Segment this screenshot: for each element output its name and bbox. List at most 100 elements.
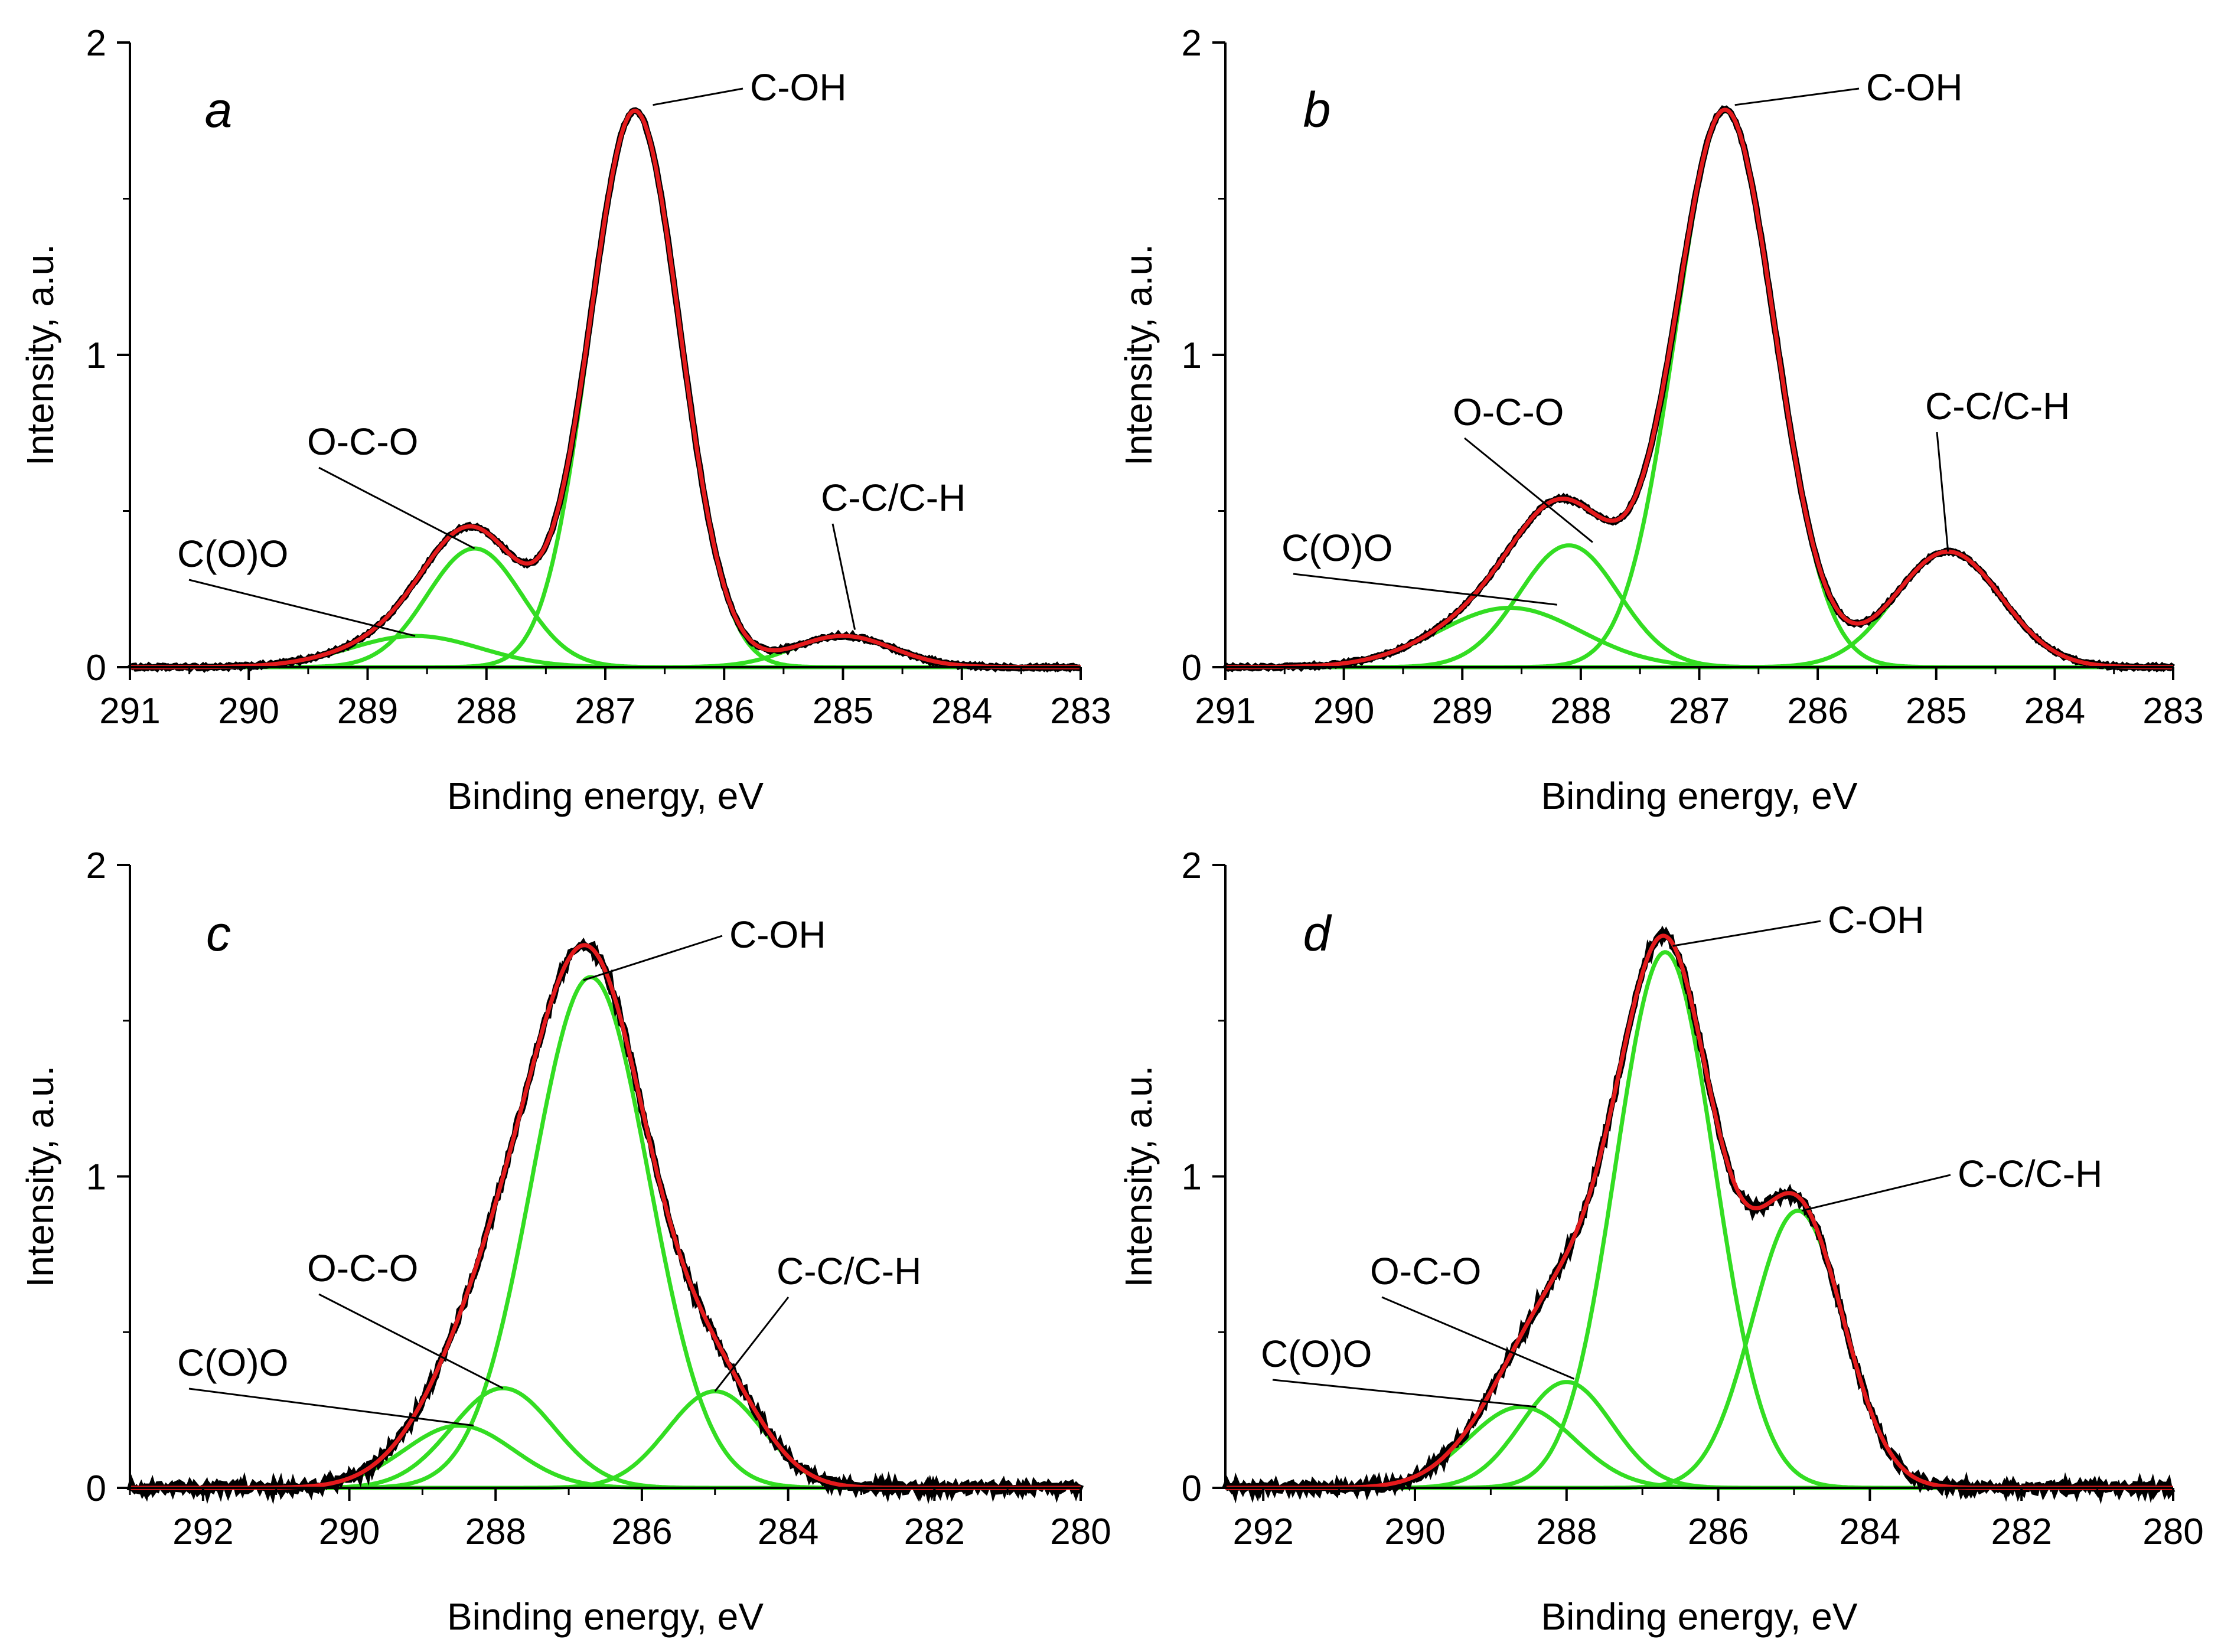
peak-label: C(O)O (177, 1341, 288, 1384)
y-tick-label: 1 (86, 335, 106, 376)
x-axis-title: Binding energy, eV (447, 775, 764, 817)
peak-leader-line (188, 579, 416, 637)
component-curve-c-oh (130, 975, 1081, 1490)
x-axis-title: Binding energy, eV (1541, 1595, 1857, 1638)
peak-label: O-C-O (1370, 1250, 1481, 1292)
envelope-curve (1225, 933, 2173, 1490)
peak-leader-line (583, 935, 723, 981)
x-tick-label: 285 (1906, 691, 1966, 732)
peak-label: C(O)O (1261, 1333, 1372, 1375)
experimental-curve (128, 107, 1082, 673)
peak-leader-line (318, 1293, 504, 1389)
y-tick-label: 1 (86, 1157, 106, 1198)
peak-label: O-C-O (307, 420, 418, 463)
x-tick-label: 282 (1991, 1511, 2052, 1552)
peak-leader-line (714, 1297, 790, 1392)
envelope-curve (130, 109, 1081, 670)
component-curve-c-o-o (1225, 1405, 2173, 1490)
peak-label: C(O)O (1281, 527, 1392, 569)
x-tick-label: 284 (2024, 691, 2085, 732)
x-tick-label: 289 (337, 691, 398, 732)
x-tick-label: 280 (1050, 1511, 1111, 1552)
x-tick-label: 290 (1384, 1511, 1445, 1552)
experimental-curve (126, 937, 1084, 1505)
y-tick-label: 1 (1182, 1157, 1202, 1198)
peak-leader-line (1936, 432, 1949, 552)
peak-label: C-C/C-H (777, 1250, 921, 1292)
x-tick-label: 291 (1195, 691, 1255, 732)
x-tick-label: 286 (611, 1511, 672, 1552)
peak-leader-line (831, 523, 856, 630)
x-tick-label: 283 (1050, 691, 1111, 732)
peak-label: C-C/C-H (1958, 1153, 2102, 1195)
peak-leader-line (1464, 437, 1593, 543)
x-tick-label: 290 (1313, 691, 1374, 732)
x-tick-label: 292 (172, 1511, 233, 1552)
x-tick-label: 288 (456, 691, 517, 732)
x-tick-label: 292 (1232, 1511, 1293, 1552)
x-tick-label: 284 (758, 1511, 818, 1552)
peak-leader-line (1272, 1379, 1537, 1408)
x-tick-label: 285 (813, 691, 873, 732)
peak-leader-line (653, 87, 743, 106)
y-tick-label: 2 (1182, 23, 1202, 64)
x-tick-label: 288 (1550, 691, 1611, 732)
x-tick-label: 288 (465, 1511, 526, 1552)
component-curve-o-c-o (130, 1386, 1081, 1490)
panel-a: 291 290 289 288 287 286 285 284 283 0 1 2 Binding en… (19, 23, 1111, 817)
x-tick-label: 288 (1536, 1511, 1597, 1552)
y-tick-label: 0 (86, 1468, 106, 1509)
peak-label: C-OH (750, 66, 847, 109)
x-tick-label: 286 (1787, 691, 1848, 732)
peak-leader-line (1381, 1296, 1575, 1380)
experimental-curve (1222, 925, 2176, 1504)
y-axis-title: Intensity, a.u. (1117, 244, 1160, 466)
peak-label: C-C/C-H (821, 476, 966, 519)
peak-leader-line (188, 1387, 474, 1426)
y-tick-label: 2 (1182, 845, 1202, 886)
panel-letter: a (205, 82, 233, 138)
peak-label: C-OH (729, 913, 826, 956)
panel-letter: d (1303, 906, 1332, 961)
x-axis-title: Binding energy, eV (447, 1595, 764, 1638)
peak-leader-line (1672, 920, 1821, 947)
peak-leader-line (1734, 87, 1860, 106)
panel-letter: c (206, 906, 231, 961)
envelope-curve (130, 943, 1081, 1490)
peak-label: O-C-O (1453, 391, 1564, 433)
y-tick-label: 0 (1182, 648, 1202, 688)
panel-b: 291 290 289 288 287 286 285 284 283 0 1 2 Binding en… (1117, 23, 2204, 817)
x-tick-label: 284 (1840, 1511, 1900, 1552)
peak-label: C(O)O (177, 533, 288, 575)
y-axis-title: Intensity, a.u. (1117, 1066, 1160, 1288)
peak-label: C-C/C-H (1925, 385, 2070, 427)
panel-d: 292 290 288 286 284 282 280 0 1 2 Binding energy, … (1117, 845, 2204, 1638)
x-tick-label: 280 (2142, 1511, 2203, 1552)
peak-label: C-OH (1828, 899, 1925, 941)
envelope-curve (1225, 107, 2173, 670)
peak-leader-line (1293, 573, 1557, 606)
panel-c: 292 290 288 286 284 282 280 0 1 2 Binding energy, … (19, 845, 1111, 1638)
peak-leader-line (318, 466, 475, 550)
panel-letter: b (1303, 82, 1331, 138)
x-tick-label: 290 (319, 1511, 380, 1552)
component-curve-o-c-o (1225, 1380, 2173, 1490)
peak-label: O-C-O (307, 1247, 418, 1289)
x-tick-label: 282 (904, 1511, 965, 1552)
x-tick-label: 289 (1432, 691, 1493, 732)
y-axis-title: Intensity, a.u. (19, 1066, 61, 1288)
x-tick-label: 290 (218, 691, 279, 732)
peak-label: C-OH (1866, 66, 1963, 109)
x-tick-label: 286 (694, 691, 755, 732)
y-tick-label: 0 (86, 648, 106, 688)
component-curve-c-oh (130, 109, 1081, 670)
x-tick-label: 284 (931, 691, 992, 732)
x-tick-label: 283 (2142, 691, 2203, 732)
x-axis-title: Binding energy, eV (1541, 775, 1857, 817)
y-tick-label: 1 (1182, 335, 1202, 376)
y-tick-label: 2 (86, 23, 106, 64)
x-tick-label: 291 (99, 691, 160, 732)
x-tick-label: 286 (1688, 1511, 1749, 1552)
y-tick-label: 0 (1182, 1468, 1202, 1509)
